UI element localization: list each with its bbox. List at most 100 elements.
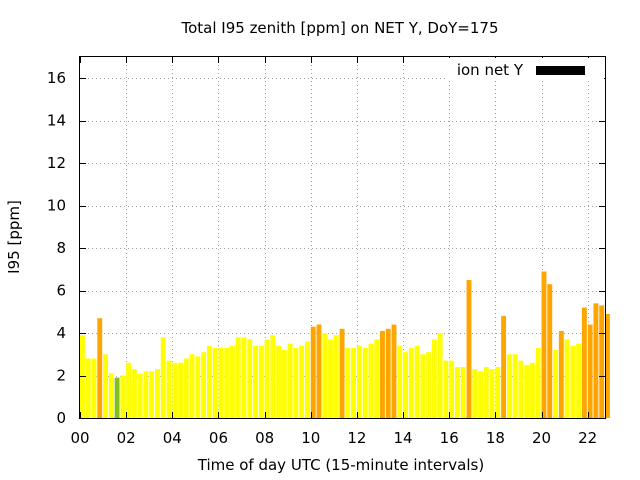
y-tick-label: 4: [56, 324, 66, 342]
data-bar: [114, 377, 120, 418]
data-bar: [431, 339, 437, 418]
legend-label: ion net Y: [457, 61, 524, 79]
data-bar: [362, 347, 368, 418]
data-bar: [172, 362, 178, 418]
data-bar: [264, 339, 270, 418]
data-bar: [512, 354, 518, 418]
data-bar: [576, 343, 582, 418]
data-bar: [420, 354, 426, 418]
data-bar: [247, 339, 253, 418]
x-tick-labels: 00 02 04 06 08 10 12 14 16 18 20 22: [70, 429, 597, 447]
data-bar: [310, 326, 316, 418]
data-bar: [518, 360, 524, 418]
data-bar: [426, 352, 432, 418]
data-bar: [403, 352, 408, 418]
x-axis-title: Time of day UTC (15-minute intervals): [197, 456, 484, 474]
data-bar: [455, 367, 460, 418]
data-bar: [478, 371, 483, 418]
y-tick-label: 10: [47, 197, 66, 215]
data-bar: [437, 333, 443, 418]
plot-frame: [79, 56, 606, 419]
x-tick-label: 18: [486, 429, 505, 447]
data-bar: [97, 318, 103, 418]
data-bar: [305, 341, 310, 418]
bar-series: [80, 271, 610, 418]
data-bar: [547, 284, 553, 418]
legend: ion net Y: [446, 58, 604, 80]
data-bar: [299, 345, 305, 418]
data-bar: [501, 316, 507, 418]
data-bar: [287, 343, 293, 418]
data-bar: [356, 345, 362, 418]
data-bar: [524, 364, 530, 418]
data-bar: [195, 356, 201, 418]
data-bar: [235, 337, 241, 418]
data-bar: [276, 345, 282, 418]
y-tick-label: 6: [56, 282, 66, 300]
y-tick-label: 16: [47, 69, 66, 87]
data-bar: [218, 347, 224, 418]
data-bar: [137, 373, 143, 418]
y-tick-label: 0: [56, 409, 66, 427]
data-bar: [483, 367, 489, 418]
data-bar: [316, 324, 322, 418]
data-bar: [535, 347, 541, 418]
data-bar: [178, 362, 183, 418]
data-bar: [495, 367, 501, 418]
data-bar: [385, 328, 391, 418]
data-bar: [472, 369, 478, 418]
data-bar: [570, 345, 576, 418]
y-tick-label: 8: [56, 239, 66, 257]
data-bar: [380, 330, 385, 418]
x-tick-label: 02: [117, 429, 136, 447]
data-bar: [599, 305, 605, 418]
data-bar: [149, 371, 155, 418]
x-tick-label: 12: [347, 429, 366, 447]
data-bar: [230, 345, 235, 418]
x-tick-label: 06: [209, 429, 228, 447]
data-bar: [558, 330, 564, 418]
data-bar: [224, 347, 230, 418]
data-bar: [581, 307, 587, 418]
y-tick-label: 2: [56, 367, 66, 385]
data-bar: [333, 335, 339, 418]
data-bar: [339, 328, 345, 418]
data-bar: [258, 345, 264, 418]
data-bar: [466, 279, 472, 418]
data-bar: [212, 347, 218, 418]
data-bar: [281, 350, 287, 418]
data-bar: [397, 345, 403, 418]
data-bar: [328, 339, 333, 418]
data-bar: [564, 339, 570, 418]
data-bar: [270, 335, 276, 418]
y-tick-label: 12: [47, 154, 66, 172]
data-bar: [530, 362, 535, 418]
data-bar: [155, 369, 160, 418]
data-bar: [414, 345, 420, 418]
x-tick-label: 14: [394, 429, 413, 447]
data-bar: [351, 347, 357, 418]
data-bar: [91, 358, 97, 418]
data-bar: [443, 360, 449, 418]
data-bar: [160, 337, 166, 418]
data-bar: [449, 360, 455, 418]
data-bar: [587, 324, 593, 418]
legend-swatch: [536, 66, 585, 75]
y-tick-label: 14: [47, 112, 66, 130]
x-tick-label: 08: [255, 429, 274, 447]
chart-title: Total I95 zenith [ppm] on NET Y, DoY=175: [180, 19, 498, 37]
data-bar: [345, 347, 351, 418]
data-bar: [322, 333, 328, 418]
data-bar: [374, 339, 380, 418]
data-bar: [391, 324, 397, 418]
x-tick-label: 22: [578, 429, 597, 447]
data-bar: [253, 345, 258, 418]
x-tick-label: 04: [163, 429, 182, 447]
data-bar: [241, 337, 247, 418]
data-bar: [166, 360, 172, 418]
data-bar: [183, 358, 189, 418]
data-bar: [189, 354, 195, 418]
data-bar: [108, 373, 114, 418]
data-bar: [206, 345, 212, 418]
